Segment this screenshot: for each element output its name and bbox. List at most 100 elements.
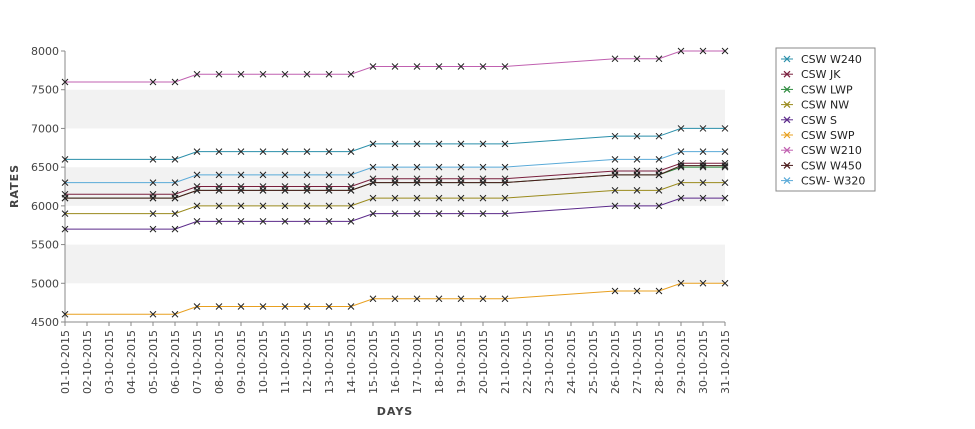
x-tick-label: 05-10-2015 [147, 330, 160, 394]
legend-label: CSW W450 [801, 159, 862, 172]
data-point-marker [435, 210, 443, 217]
x-tick-label: 17-10-2015 [411, 330, 424, 394]
x-tick-label: 11-10-2015 [279, 330, 292, 394]
x-tick-label: 13-10-2015 [323, 330, 336, 394]
y-tick-label: 5500 [31, 239, 59, 252]
data-point-marker [369, 63, 377, 70]
y-tick-label: 7000 [31, 122, 59, 135]
data-point-marker [281, 70, 289, 78]
x-tick-label: 01-10-2015 [59, 330, 72, 394]
data-point-marker [237, 303, 245, 310]
data-point-marker [677, 194, 685, 202]
legend-marker [783, 177, 791, 185]
data-point-marker [259, 217, 267, 225]
data-point-marker [413, 140, 421, 148]
data-point-marker [193, 217, 201, 225]
data-point-marker [303, 70, 311, 78]
data-point-marker [611, 55, 619, 63]
data-point-marker [435, 63, 443, 70]
series-line [65, 182, 725, 215]
data-point-marker [61, 310, 69, 318]
data-point-marker [633, 132, 641, 140]
x-tick-label: 29-10-2015 [675, 330, 688, 394]
series-points [61, 47, 729, 318]
x-tick-label: 30-10-2015 [697, 330, 710, 394]
data-point-marker [721, 47, 729, 55]
data-point-marker [391, 210, 399, 217]
data-point-marker [347, 303, 355, 310]
data-point-marker [347, 171, 355, 179]
data-point-marker [501, 140, 509, 148]
x-ticks: 01-10-2015 02-10-2015 03-10-2015 04-10-2015… [59, 322, 732, 394]
x-tick-label: 23-10-2015 [543, 330, 556, 394]
legend-label: CSW NW [801, 99, 849, 112]
data-point-marker [281, 303, 289, 310]
data-point-marker [633, 55, 641, 63]
data-point-marker [457, 63, 465, 70]
legend-item: CSW W210 [781, 144, 862, 157]
data-point-marker [721, 148, 729, 156]
data-point-marker [633, 171, 641, 179]
data-point-marker [193, 303, 201, 310]
data-point-marker [633, 187, 641, 194]
data-point-marker [721, 163, 729, 171]
x-tick-label: 18-10-2015 [433, 330, 446, 394]
data-point-marker [699, 179, 707, 186]
data-point-marker [721, 162, 729, 169]
data-point-marker [413, 194, 421, 202]
data-point-marker [699, 162, 707, 169]
data-point-marker [435, 194, 443, 202]
data-point-marker [435, 179, 443, 186]
x-tick-label: 27-10-2015 [631, 330, 644, 394]
data-point-marker [501, 295, 509, 303]
data-point-marker [171, 179, 179, 186]
x-tick-label: 07-10-2015 [191, 330, 204, 394]
data-point-marker [655, 187, 663, 194]
legend-marker [783, 116, 791, 124]
data-point-marker [347, 148, 355, 156]
legend-label: CSW LWP [801, 83, 853, 96]
x-tick-label: 10-10-2015 [257, 330, 270, 394]
data-point-marker [413, 210, 421, 217]
data-point-marker [611, 202, 619, 210]
data-point-marker [479, 163, 487, 171]
data-point-marker [611, 187, 619, 194]
x-tick-label: 08-10-2015 [213, 330, 226, 394]
data-point-marker [391, 295, 399, 303]
x-tick-label: 24-10-2015 [565, 330, 578, 394]
data-point-marker [457, 295, 465, 303]
data-point-marker [435, 140, 443, 148]
data-point-marker [171, 156, 179, 163]
data-point-marker [369, 140, 377, 148]
x-tick-label: 21-10-2015 [499, 330, 512, 394]
x-tick-label: 20-10-2015 [477, 330, 490, 394]
data-point-marker [215, 70, 223, 78]
data-point-marker [61, 225, 69, 233]
data-point-marker [413, 163, 421, 171]
data-point-marker [677, 179, 685, 186]
data-point-marker [699, 125, 707, 132]
data-point-marker [259, 187, 267, 194]
grid-band [65, 167, 725, 206]
data-point-marker [655, 156, 663, 163]
data-point-marker [435, 295, 443, 303]
series-line [65, 282, 725, 315]
data-point-marker [171, 225, 179, 233]
grid-band [65, 128, 725, 168]
data-point-marker [655, 55, 663, 63]
data-point-marker [369, 295, 377, 303]
data-point-marker [215, 171, 223, 179]
data-point-marker [699, 194, 707, 202]
data-point-marker [479, 194, 487, 202]
x-tick-label: 22-10-2015 [521, 330, 534, 394]
data-point-marker [303, 303, 311, 310]
grid-band [65, 51, 725, 90]
data-point-marker [193, 202, 201, 210]
y-tick-label: 5000 [31, 277, 59, 290]
legend-item: CSW SWP [781, 129, 855, 142]
data-point-marker [677, 47, 685, 55]
data-point-marker [457, 210, 465, 217]
data-point-marker [215, 202, 223, 210]
x-tick-label: 26-10-2015 [609, 330, 622, 394]
